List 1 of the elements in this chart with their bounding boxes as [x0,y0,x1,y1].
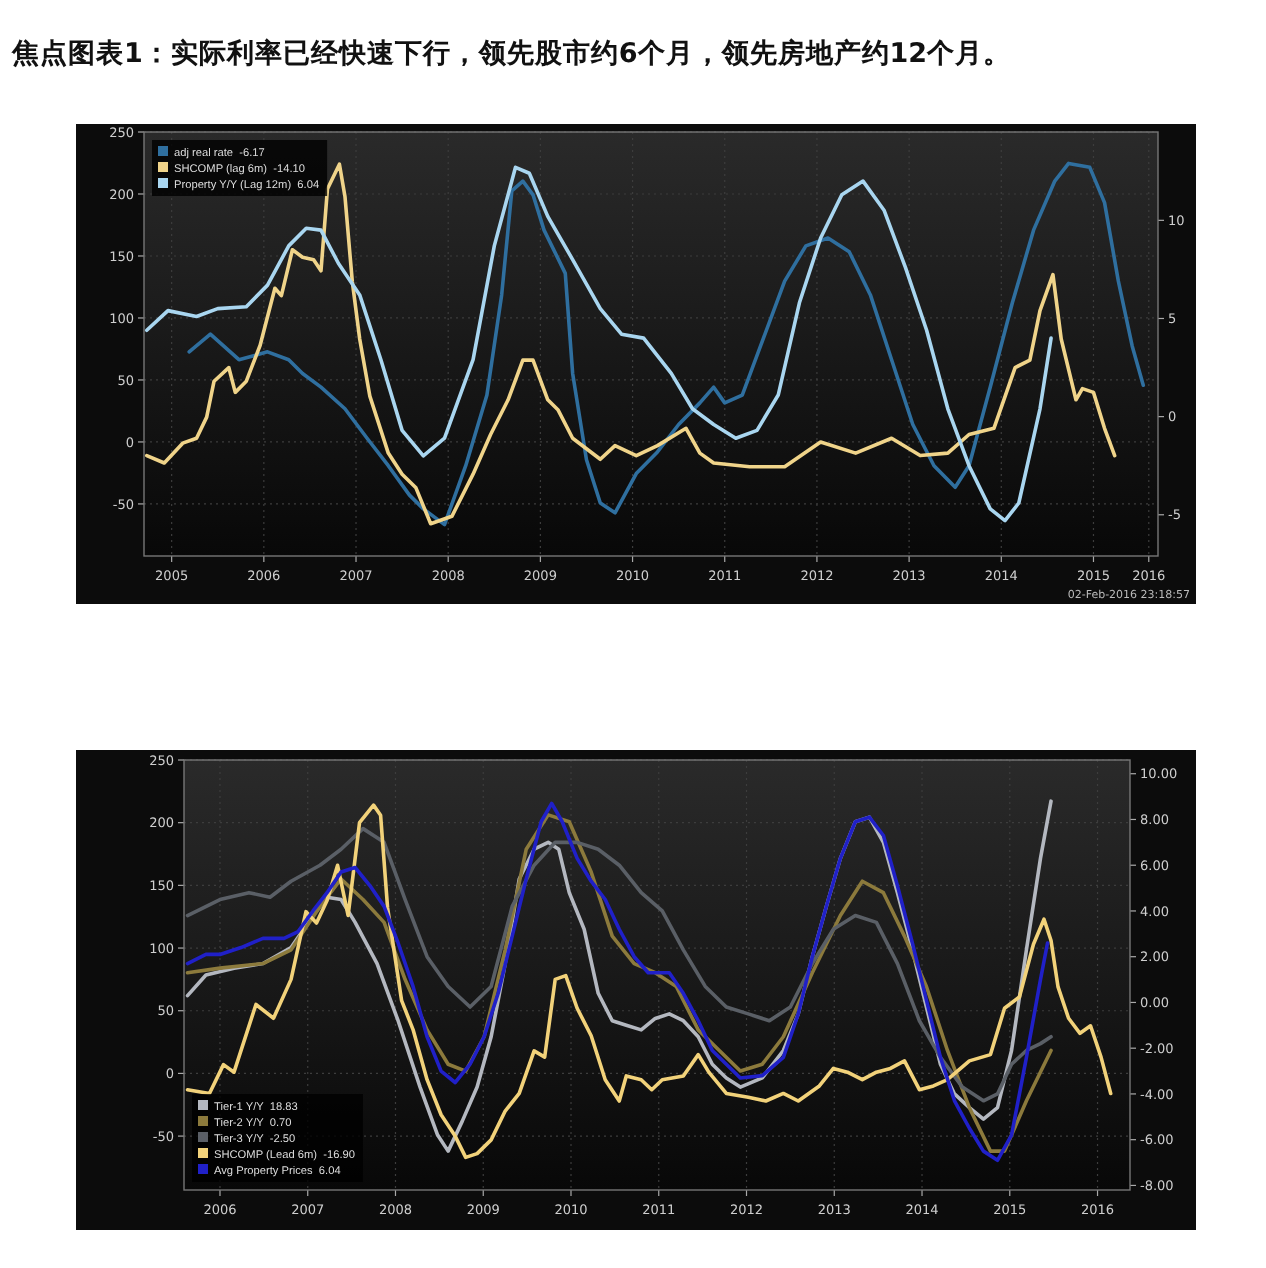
chart-title: 焦点图表1：实际利率已经快速下行，领先股市约6个月，领先房地产约12个月。 [10,36,1012,70]
